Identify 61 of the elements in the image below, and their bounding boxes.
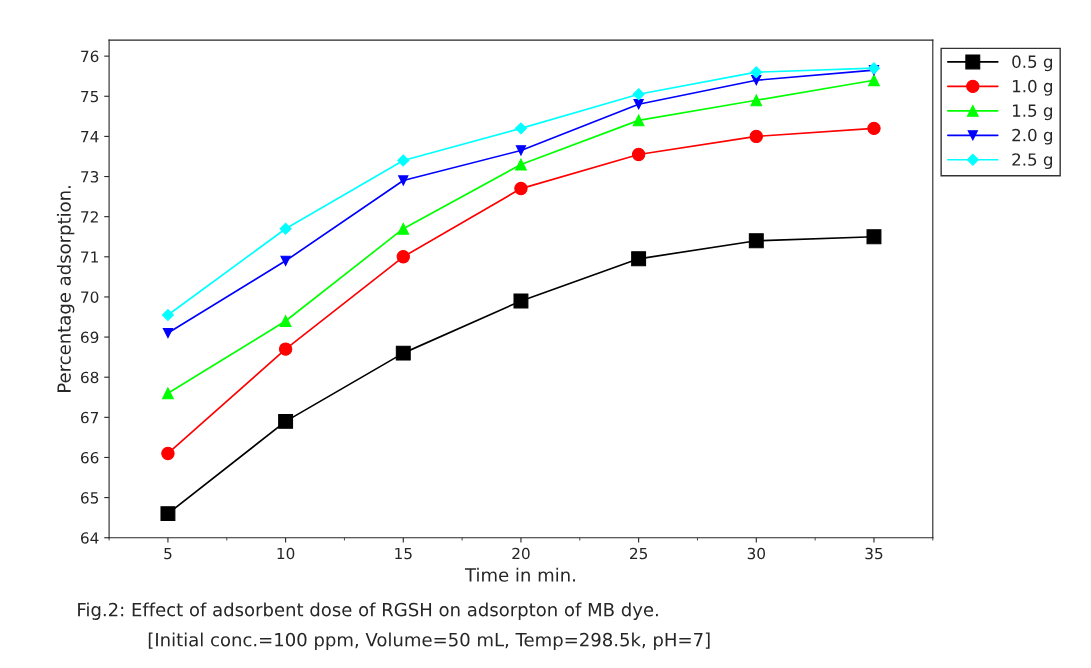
point — [162, 327, 174, 339]
y-tick-label: 67 — [81, 411, 99, 424]
y-tick-label: 69 — [81, 331, 99, 344]
y-tick-label: 72 — [81, 211, 98, 223]
point — [397, 222, 410, 235]
y-tick-label: 71 — [81, 251, 98, 263]
point — [632, 88, 645, 101]
point — [279, 222, 292, 235]
y-tick-label: 70 — [81, 291, 99, 303]
point — [515, 158, 527, 171]
point — [867, 121, 881, 136]
point — [278, 413, 294, 429]
point — [396, 250, 410, 264]
y-axis-title: Percentage adsorption. — [56, 186, 75, 392]
legend-label: 1.0 g — [1012, 79, 1053, 96]
point — [632, 114, 645, 127]
y-tick-label: 73 — [81, 171, 99, 183]
x-axis-title: Time in min. — [464, 567, 575, 582]
point — [514, 181, 528, 196]
point — [161, 308, 174, 322]
x-tick-label: 15 — [395, 547, 412, 560]
point — [513, 293, 529, 309]
point — [631, 251, 647, 267]
point — [162, 387, 174, 400]
x-tick-label: 30 — [747, 547, 765, 560]
point — [397, 154, 410, 167]
x-tick-label: 35 — [865, 547, 883, 560]
point — [515, 145, 527, 156]
point — [748, 233, 764, 249]
legend-label: 1.5 g — [1012, 104, 1053, 121]
point — [750, 66, 763, 79]
x-tick-label: 5 — [164, 547, 172, 560]
point — [866, 229, 882, 245]
y-tick-label: 65 — [81, 492, 99, 504]
point — [160, 506, 176, 522]
x-tick-label: 25 — [630, 547, 648, 560]
text: [Initial conc.=100 ppm, Volume=50 mL, Temp=298.5k, pH=7] — [148, 632, 710, 651]
caption: Fig.2: Effect of adsorbent dose of RGSH on adsorpton of MB dye. — [78, 602, 658, 620]
point — [868, 74, 880, 87]
x-tick-label: 20 — [512, 547, 530, 560]
y-tick-label: 68 — [81, 371, 99, 384]
y-tick-label: 76 — [81, 50, 99, 63]
x-tick-label: 10 — [277, 547, 295, 560]
y-tick-label: 66 — [81, 451, 99, 464]
point — [398, 175, 409, 186]
point — [395, 345, 411, 361]
point — [280, 255, 291, 266]
point — [749, 129, 763, 144]
point — [279, 315, 292, 327]
point — [161, 446, 175, 461]
y-tick-label: 64 — [81, 532, 99, 544]
y-tick-label: 75 — [81, 90, 99, 103]
point — [633, 99, 644, 110]
y-tick-label: 74 — [81, 131, 99, 143]
point — [631, 147, 646, 162]
point — [514, 122, 527, 135]
point — [278, 342, 293, 356]
point — [750, 94, 763, 107]
legend-label: 0.5 g — [1012, 55, 1053, 72]
legend-label: 2.0 g — [1012, 128, 1053, 145]
legend-label: 2.5 g — [1012, 153, 1053, 170]
